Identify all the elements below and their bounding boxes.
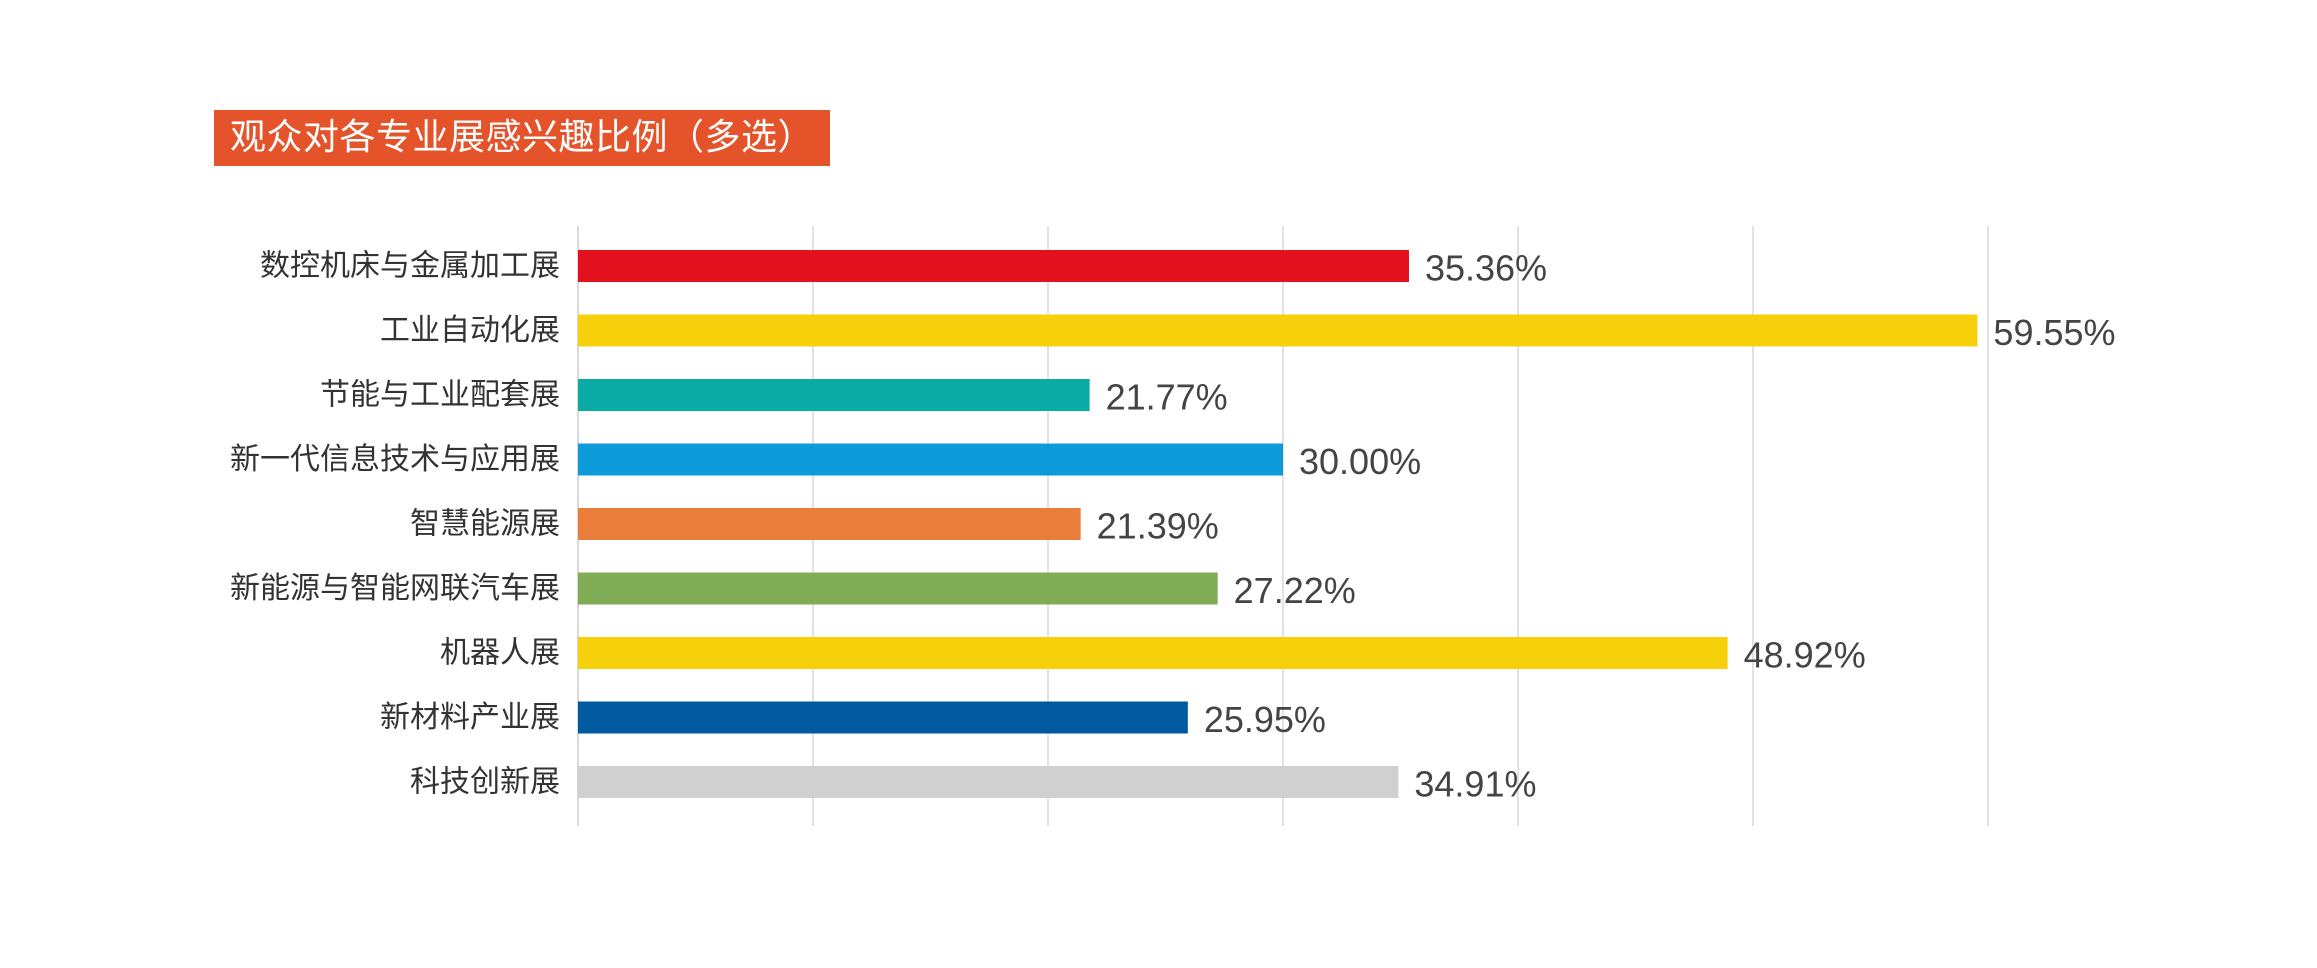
category-label: 智慧能源展 xyxy=(410,507,560,542)
category-label: 节能与工业配套展 xyxy=(320,378,560,413)
value-label: 34.91% xyxy=(1414,764,1536,805)
value-label: 21.77% xyxy=(1106,377,1228,418)
bar xyxy=(578,443,1283,476)
bar xyxy=(578,701,1188,734)
value-label: 27.22% xyxy=(1234,570,1356,611)
value-label: 59.55% xyxy=(1993,312,2115,353)
bar xyxy=(578,766,1399,798)
category-label: 新一代信息技术与应用展 xyxy=(230,442,560,477)
value-label: 25.95% xyxy=(1204,699,1326,740)
bar xyxy=(578,637,1728,669)
value-label: 21.39% xyxy=(1097,506,1219,547)
value-label: 35.36% xyxy=(1425,248,1547,289)
category-label: 新材料产业展 xyxy=(380,700,560,735)
category-label: 科技创新展 xyxy=(410,765,560,800)
bar xyxy=(578,379,1090,411)
bar xyxy=(578,572,1218,605)
bar xyxy=(578,314,1978,347)
category-label: 新能源与智能网联汽车展 xyxy=(230,571,560,606)
bar xyxy=(578,250,1409,282)
category-label: 数控机床与金属加工展 xyxy=(260,249,560,284)
bar xyxy=(578,508,1081,540)
category-label: 机器人展 xyxy=(440,636,560,671)
chart-title: 观众对各专业展感兴趣比例（多选） xyxy=(214,110,831,166)
value-label: 30.00% xyxy=(1299,441,1421,482)
value-label: 48.92% xyxy=(1744,635,1866,676)
category-label: 工业自动化展 xyxy=(380,313,560,348)
